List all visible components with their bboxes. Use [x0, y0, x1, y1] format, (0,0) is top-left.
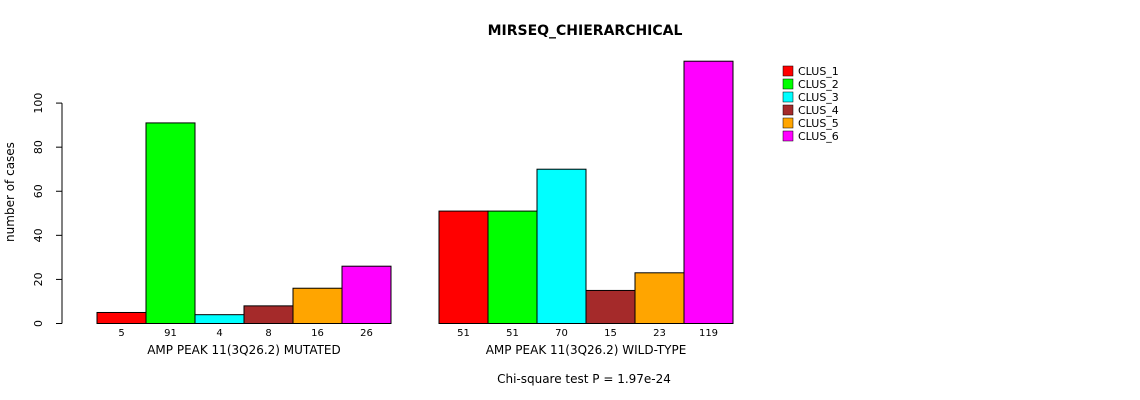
- legend-label: CLUS_3: [798, 91, 839, 104]
- legend-swatch: [782, 65, 794, 77]
- count-label: 26: [360, 328, 373, 339]
- count-label: 15: [604, 328, 617, 339]
- chart-title: MIRSEQ_CHIERARCHICAL: [488, 23, 683, 39]
- count-labels: 5 91 4 8 16 26 51 51 70 15 23 119: [118, 328, 718, 339]
- legend-label: CLUS_5: [798, 117, 839, 130]
- group-labels: AMP PEAK 11(3Q26.2) MUTATED AMP PEAK 11(3…: [147, 343, 686, 357]
- bar-clus-4-group-2: [585, 289, 636, 324]
- legend-swatch: [782, 130, 794, 142]
- count-label: 23: [653, 328, 666, 339]
- bar-clus-6-group-2: [683, 60, 734, 325]
- count-label: 5: [118, 328, 124, 339]
- y-tick-label: 20: [32, 272, 45, 286]
- count-label: 91: [164, 328, 177, 339]
- bar-clus-2-group-2: [487, 210, 538, 324]
- bar-clus-6-group-1: [341, 265, 392, 325]
- bar-clus-3-group-1: [194, 314, 245, 324]
- count-label: 70: [555, 328, 568, 339]
- legend-swatch: [782, 91, 794, 103]
- count-label: 119: [699, 328, 718, 339]
- y-tick-label: 80: [32, 140, 45, 154]
- legend-label: CLUS_6: [798, 130, 839, 143]
- bar-clus-1-group-1: [96, 311, 147, 324]
- legend-swatch: [782, 78, 794, 90]
- y-axis: 0 20 40 60 80 100: [32, 93, 63, 327]
- count-label: 51: [506, 328, 519, 339]
- count-label: 4: [216, 328, 222, 339]
- y-tick-label: 100: [32, 93, 45, 114]
- y-tick-label: 0: [32, 320, 45, 327]
- bar-clus-5-group-1: [292, 287, 343, 325]
- bars: [96, 60, 734, 325]
- bar-clus-1-group-2: [438, 210, 489, 324]
- count-label: 51: [457, 328, 470, 339]
- y-tick-label: 60: [32, 184, 45, 198]
- legend-label: CLUS_2: [798, 78, 839, 91]
- chi-square-footnote: Chi-square test P = 1.97e-24: [497, 372, 671, 386]
- y-axis-label: number of cases: [3, 142, 17, 242]
- count-label: 8: [265, 328, 271, 339]
- bar-clus-4-group-1: [243, 305, 294, 325]
- bar-clus-2-group-1: [145, 122, 196, 324]
- legend-label: CLUS_1: [798, 65, 839, 78]
- bar-clus-5-group-2: [634, 272, 685, 325]
- bar-clus-3-group-2: [536, 168, 587, 324]
- legend-swatch: [782, 117, 794, 129]
- group-label: AMP PEAK 11(3Q26.2) WILD-TYPE: [486, 343, 687, 357]
- group-label: AMP PEAK 11(3Q26.2) MUTATED: [147, 343, 341, 357]
- legend-label: CLUS_4: [798, 104, 839, 117]
- y-tick-label: 40: [32, 228, 45, 242]
- count-label: 16: [311, 328, 324, 339]
- legend-swatch: [782, 104, 794, 116]
